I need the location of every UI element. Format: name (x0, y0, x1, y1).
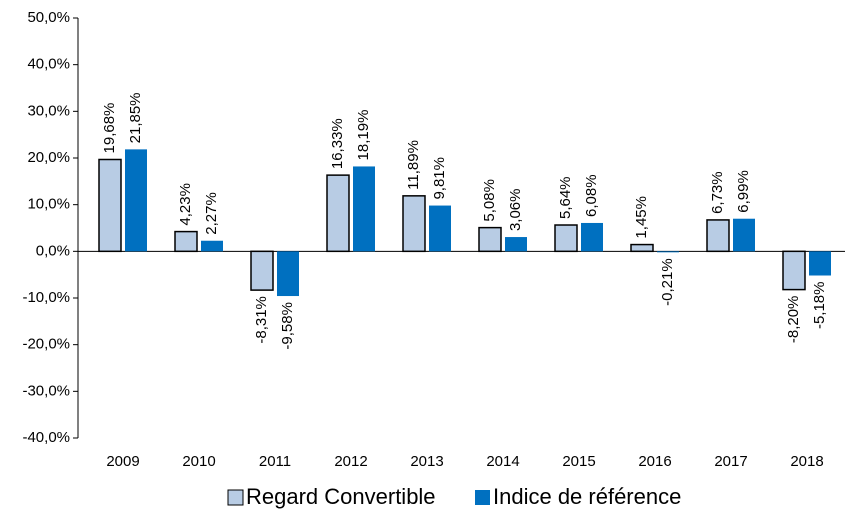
bar (478, 226, 502, 253)
bar (706, 219, 730, 253)
value-label: 5,08% (481, 179, 498, 222)
legend-label: Regard Convertible (246, 484, 436, 509)
value-label: -8,31% (253, 296, 270, 344)
x-tick-label: 2016 (638, 453, 671, 470)
value-label: -9,58% (279, 302, 296, 350)
value-label: 19,68% (101, 103, 118, 154)
bar (277, 251, 299, 297)
legend-swatch (227, 489, 244, 506)
bar (630, 243, 654, 253)
bar (250, 250, 274, 291)
bar (201, 240, 223, 252)
y-tick-label: 10,0% (27, 196, 70, 213)
value-label: 6,99% (735, 170, 752, 213)
legend-swatch (475, 490, 490, 505)
bar (657, 251, 679, 253)
bar (581, 222, 603, 252)
value-label: 3,06% (507, 189, 524, 232)
bar (429, 205, 451, 252)
bar (733, 218, 755, 252)
x-tick-label: 2014 (486, 453, 519, 470)
value-label: 9,81% (431, 157, 448, 200)
legend-label: Indice de référence (493, 484, 681, 509)
value-label: 21,85% (127, 92, 144, 143)
bar (809, 251, 831, 276)
value-label: 16,33% (329, 118, 346, 169)
bar (402, 195, 426, 253)
y-tick-label: 0,0% (36, 242, 70, 259)
value-label: -5,18% (811, 282, 828, 330)
value-label: 6,08% (583, 174, 600, 217)
bar (174, 230, 198, 253)
value-label: -0,21% (659, 258, 676, 306)
bar (326, 174, 350, 253)
y-tick-label: -10,0% (22, 289, 70, 306)
value-label: 1,45% (633, 196, 650, 239)
bar (782, 250, 806, 291)
bar (98, 158, 122, 253)
bar (554, 224, 578, 253)
value-label: 18,19% (355, 110, 372, 161)
value-label: 5,64% (557, 176, 574, 219)
x-tick-label: 2015 (562, 453, 595, 470)
value-label: 6,73% (709, 171, 726, 214)
y-tick-label: 50,0% (27, 9, 70, 26)
value-label: 11,89% (405, 140, 422, 190)
value-label: 2,27% (203, 192, 220, 235)
x-tick-label: 2018 (790, 453, 823, 470)
x-tick-label: 2009 (106, 453, 139, 470)
x-tick-label: 2017 (714, 453, 747, 470)
y-tick-label: 30,0% (27, 102, 70, 119)
y-tick-label: -30,0% (22, 382, 70, 399)
x-tick-label: 2010 (182, 453, 215, 470)
x-tick-label: 2012 (334, 453, 367, 470)
bar (353, 166, 375, 252)
bar (125, 149, 147, 252)
y-tick-label: -20,0% (22, 336, 70, 353)
y-tick-label: -40,0% (22, 429, 70, 446)
x-tick-label: 2011 (259, 453, 291, 470)
value-label: -8,20% (785, 296, 802, 344)
legend: Regard Convertible Indice de référence (227, 484, 681, 509)
bar (505, 237, 527, 252)
x-tick-label: 2013 (410, 453, 443, 470)
value-label: 4,23% (177, 183, 194, 226)
y-tick-label: 20,0% (27, 149, 70, 166)
y-tick-label: 40,0% (27, 56, 70, 73)
